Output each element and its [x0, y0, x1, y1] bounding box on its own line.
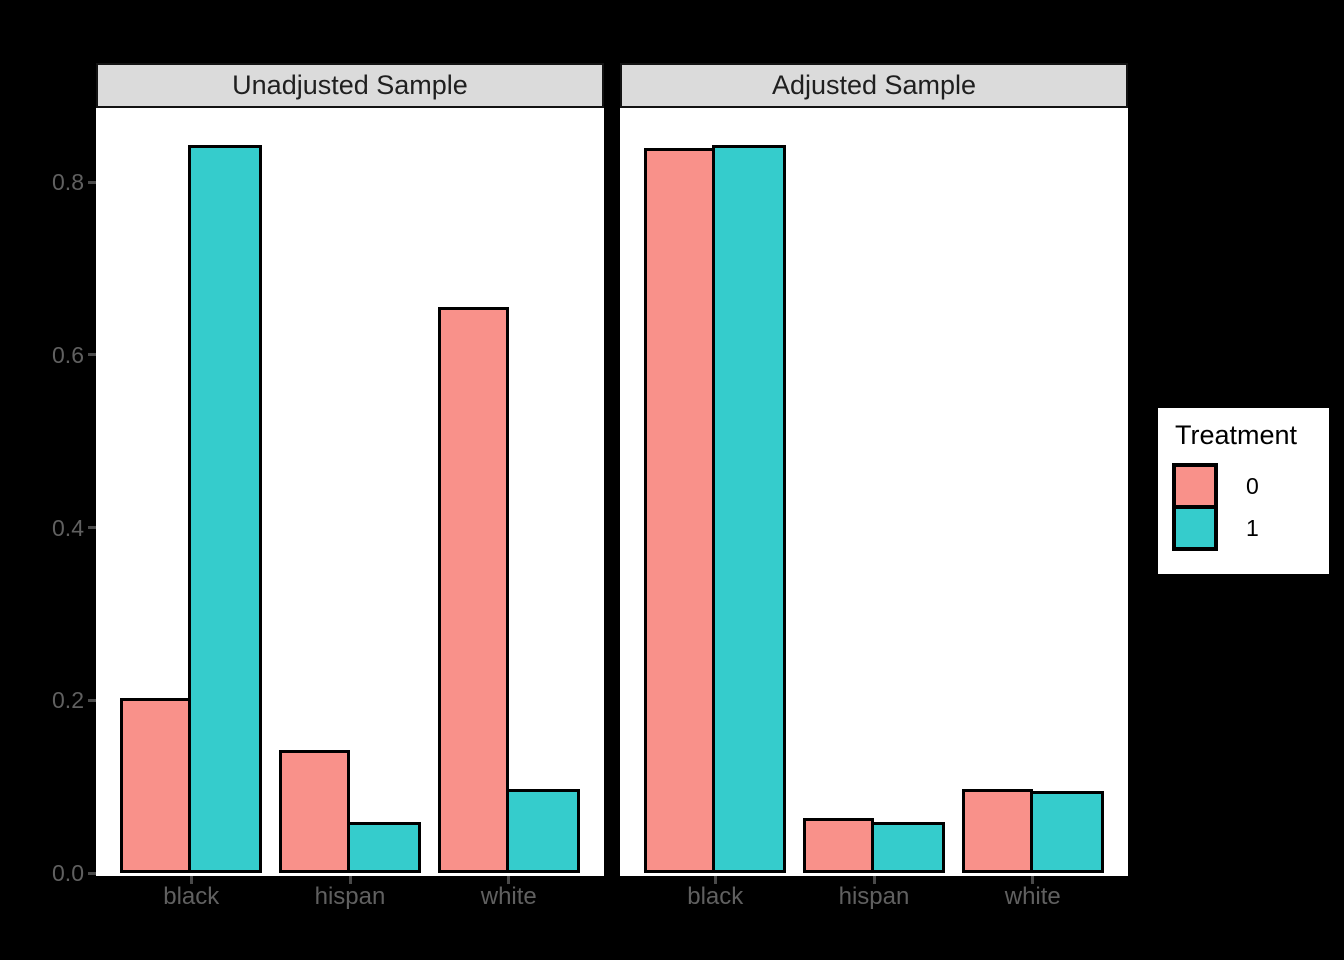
- x-tick-mark: [713, 876, 717, 884]
- x-tick-label-black-facet-0: black: [163, 883, 220, 910]
- legend-swatch-treatment-0: [1172, 463, 1218, 509]
- bar-unadjusted-white-treatment-1: [505, 789, 580, 873]
- y-tick-mark: [88, 698, 96, 702]
- y-tick-mark: [88, 871, 96, 875]
- x-tick-label-white-facet-0: white: [480, 883, 537, 910]
- bar-adjusted-white-treatment-1: [1029, 791, 1104, 873]
- bar-adjusted-hispan-treatment-1: [871, 822, 945, 873]
- y-tick-label-0.2: 0.2: [52, 687, 84, 714]
- y-tick-label-0.8: 0.8: [52, 169, 84, 195]
- facet-strip-label: Adjusted Sample: [771, 70, 977, 100]
- x-tick-mark: [507, 876, 511, 884]
- bar-unadjusted-hispan-treatment-1: [347, 822, 421, 873]
- facet-panel-1: [620, 108, 1128, 876]
- facet-strip-label: Unadjusted Sample: [232, 70, 468, 100]
- legend-title: Treatment: [1175, 420, 1298, 450]
- legend-label: 1: [1246, 514, 1259, 541]
- bar-adjusted-black-treatment-0: [644, 148, 716, 873]
- x-tick-label-hispan-facet-0: hispan: [314, 883, 386, 910]
- x-tick-label-black-facet-1: black: [687, 883, 744, 910]
- bar-adjusted-white-treatment-0: [961, 789, 1033, 873]
- y-tick-label-0.4: 0.4: [52, 514, 84, 541]
- x-tick-label-hispan-facet-1: hispan: [838, 883, 910, 910]
- y-tick-label-0.0: 0.0: [52, 860, 84, 886]
- facet-strip-unadjusted: Unadjusted Sample: [96, 63, 604, 108]
- legend: Treatment 0 1: [1158, 408, 1329, 574]
- x-tick-mark: [348, 876, 352, 884]
- bar-unadjusted-black-treatment-1: [188, 145, 263, 873]
- x-tick-mark: [1031, 876, 1035, 884]
- bar-unadjusted-white-treatment-0: [437, 307, 509, 873]
- facet-panel-0: [96, 108, 604, 876]
- legend-item-treatment-0: 0: [1172, 463, 1329, 509]
- legend-item-treatment-1: 1: [1172, 505, 1329, 551]
- bar-adjusted-hispan-treatment-0: [803, 818, 874, 873]
- legend-label: 0: [1246, 472, 1259, 499]
- x-tick-label-white-facet-1: white: [1004, 883, 1061, 910]
- legend-swatch-treatment-1: [1172, 505, 1218, 551]
- bar-unadjusted-hispan-treatment-0: [279, 750, 350, 873]
- bar-adjusted-black-treatment-1: [712, 145, 787, 873]
- y-tick-mark: [88, 526, 96, 529]
- y-tick-mark: [88, 180, 96, 184]
- bar-unadjusted-black-treatment-0: [120, 698, 192, 873]
- y-tick-label-0.6: 0.6: [52, 341, 84, 368]
- y-tick-mark: [88, 353, 96, 357]
- facet-strip-adjusted: Adjusted Sample: [620, 63, 1128, 108]
- x-tick-mark: [189, 876, 193, 884]
- x-tick-mark: [872, 876, 876, 884]
